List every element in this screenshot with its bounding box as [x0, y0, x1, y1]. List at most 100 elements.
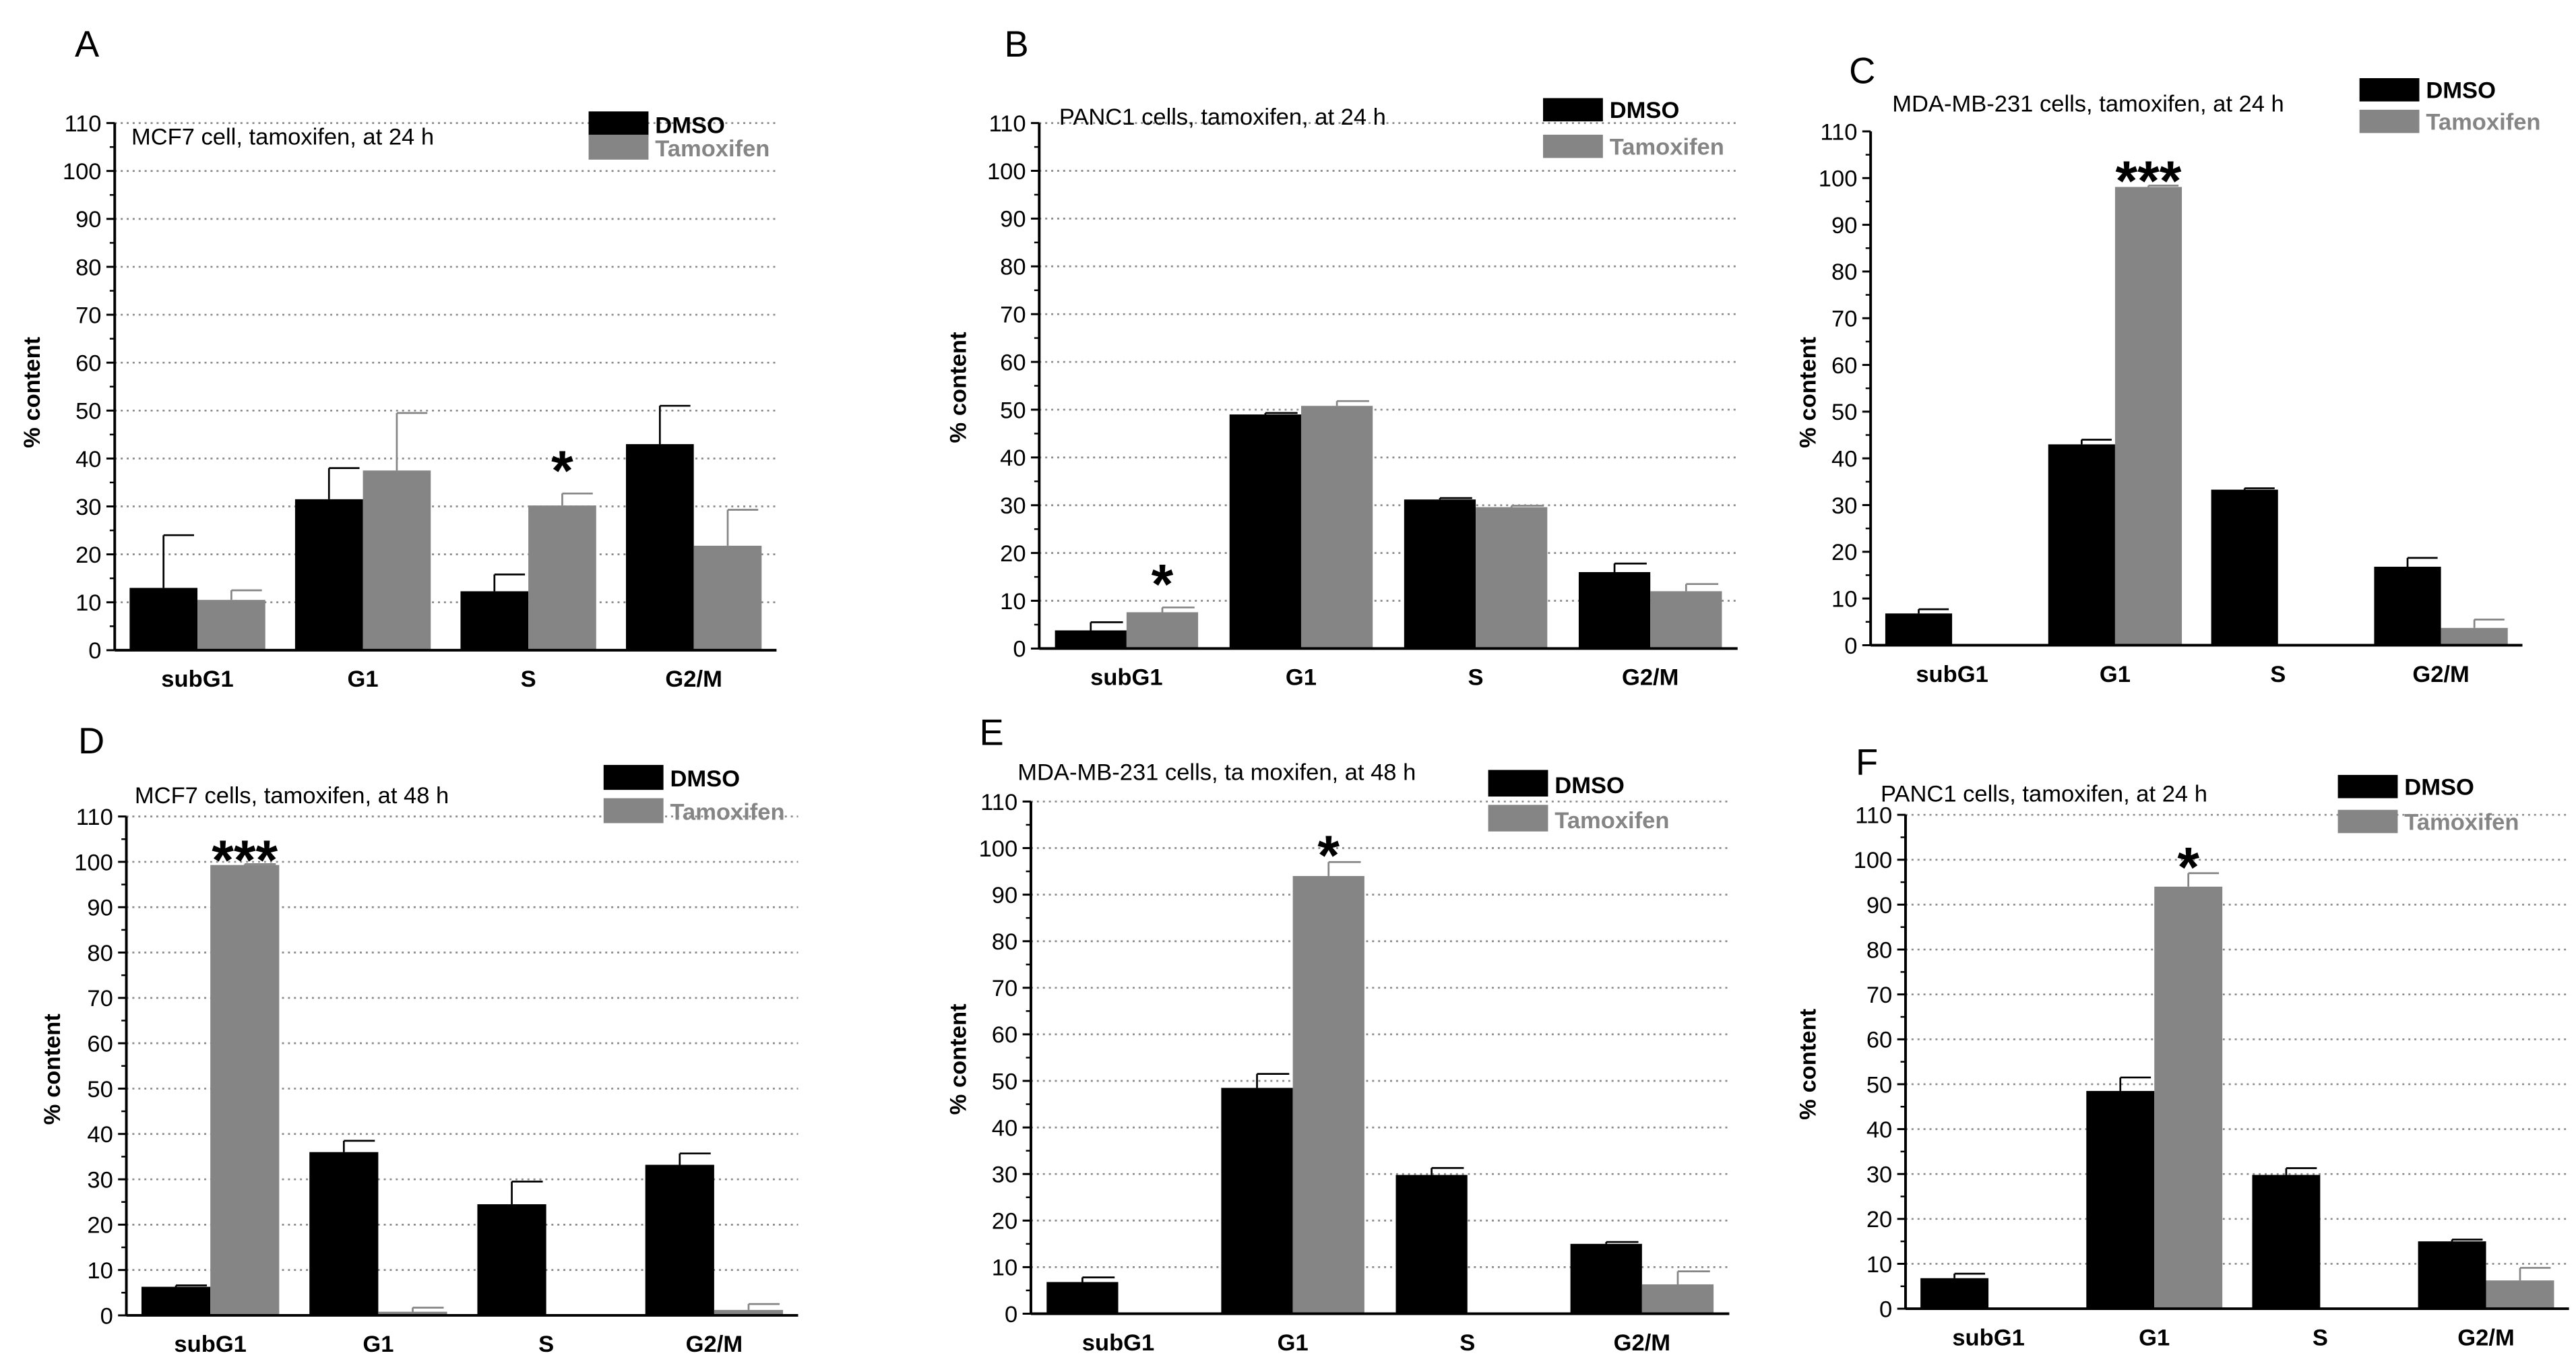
- bar-tamoxifen: [378, 1311, 447, 1315]
- y-tick-label: 20: [1831, 540, 1857, 565]
- y-axis-label: % content: [20, 336, 45, 447]
- y-tick-label: 110: [989, 111, 1026, 137]
- y-tick-label: 10: [87, 1258, 113, 1284]
- bar-dmso: [645, 1164, 714, 1315]
- bar-dmso: [1395, 1175, 1468, 1314]
- y-tick-label: 80: [1000, 255, 1026, 280]
- legend-swatch-dmso: [2359, 77, 2420, 102]
- x-tick-label: S: [521, 666, 536, 692]
- significance-marker: ***: [212, 828, 278, 892]
- chart-title: MDA-MB-231 cells, ta moxifen, at 48 h: [1017, 759, 1416, 785]
- bar-tamoxifen: [363, 470, 431, 650]
- x-tick-label: G1: [2139, 1325, 2170, 1350]
- panel-b: 0 10 20 30 40 50 60 70 80 90 100 110 subG1 G1 S G2/M % c…: [946, 24, 1738, 691]
- y-tick-label: 100: [1819, 166, 1858, 192]
- y-tick-label: 60: [992, 1022, 1017, 1048]
- bar-dmso: [2374, 567, 2441, 646]
- legend-swatch-dmso: [1488, 770, 1548, 797]
- y-tick-label: 70: [75, 303, 101, 328]
- bar-tamoxifen: [1476, 507, 1548, 649]
- y-tick-label: 60: [87, 1031, 113, 1057]
- legend-swatch-dmso: [2337, 774, 2398, 799]
- significance-marker: *: [2177, 835, 2199, 898]
- y-tick-label: 10: [75, 590, 101, 616]
- legend-swatch-tamoxifen: [2337, 809, 2398, 834]
- legend-label-tamoxifen: Tamoxifen: [670, 800, 784, 825]
- x-tick-label: G2/M: [2457, 1325, 2514, 1350]
- y-tick-label: 90: [1831, 213, 1857, 239]
- x-tick-label: subG1: [1952, 1325, 2024, 1350]
- bar-tamoxifen: [1126, 612, 1199, 649]
- bar-tamoxifen: [2486, 1280, 2554, 1309]
- y-tick-label: 20: [1866, 1207, 1892, 1233]
- bar-tamoxifen: [693, 545, 762, 650]
- panel-label: A: [75, 24, 100, 65]
- y-tick-label: 50: [992, 1069, 1017, 1094]
- y-tick-label: 20: [992, 1209, 1017, 1235]
- panel-label: E: [979, 712, 1003, 753]
- y-tick-label: 110: [980, 790, 1017, 815]
- y-tick-label: 0: [1844, 633, 1857, 659]
- x-tick-label: G1: [363, 1332, 394, 1357]
- y-axis-label: % content: [1796, 336, 1821, 447]
- y-tick-label: 70: [1866, 983, 1892, 1008]
- y-tick-label: 20: [87, 1213, 113, 1239]
- bar-dmso: [1221, 1088, 1293, 1314]
- x-tick-label: G2/M: [1622, 665, 1678, 691]
- y-tick-label: 10: [1866, 1252, 1892, 1278]
- y-tick-label: 30: [1866, 1162, 1892, 1188]
- chart-title: PANC1 cells, tamoxifen, at 24 h: [1059, 104, 1386, 130]
- bar-dmso: [141, 1286, 211, 1315]
- bar-tamoxifen: [2441, 627, 2508, 646]
- y-tick-label: 90: [87, 896, 113, 921]
- x-tick-label: G1: [348, 666, 379, 692]
- y-tick-label: 90: [992, 883, 1017, 908]
- y-axis-label: % content: [40, 1014, 65, 1125]
- chart-title: PANC1 cells, tamoxifen, at 24 h: [1881, 781, 2207, 807]
- y-tick-label: 60: [75, 351, 101, 377]
- panel-c: 0 10 20 30 40 50 60 70 80 90 100 110 subG1 G1 S G2/M % c…: [1796, 50, 2541, 687]
- y-tick-label: 60: [1831, 353, 1857, 379]
- y-tick-label: 50: [1000, 398, 1026, 423]
- y-tick-label: 60: [1866, 1028, 1892, 1053]
- panel-e: 0 10 20 30 40 50 60 70 80 90 100 110 subG1 G1 S G2/M % c…: [946, 712, 1730, 1356]
- y-tick-label: 0: [88, 638, 101, 664]
- x-tick-label: S: [2270, 662, 2286, 687]
- panel-d: 0 10 20 30 40 50 60 70 80 90 100 110 subG1 G1 S G2/M % c…: [40, 720, 798, 1357]
- y-tick-label: 50: [87, 1077, 113, 1102]
- y-tick-label: 50: [1866, 1072, 1892, 1098]
- bar-dmso: [2252, 1175, 2321, 1309]
- x-tick-label: subG1: [1082, 1330, 1154, 1356]
- x-tick-label: subG1: [1090, 665, 1162, 691]
- bar-dmso: [1920, 1278, 1989, 1309]
- significance-marker: *: [1152, 553, 1174, 616]
- legend-label-dmso: DMSO: [655, 113, 725, 138]
- bar-dmso: [2418, 1241, 2486, 1309]
- legend-swatch-dmso: [603, 765, 664, 790]
- panel-label: F: [1856, 742, 1878, 783]
- y-axis-label: % content: [946, 332, 972, 443]
- y-tick-label: 60: [1000, 350, 1026, 375]
- x-tick-label: G2/M: [665, 666, 722, 692]
- y-tick-label: 30: [75, 495, 101, 520]
- bar-dmso: [1055, 630, 1127, 649]
- y-tick-label: 40: [87, 1122, 113, 1148]
- chart-title: MCF7 cells, tamoxifen, at 48 h: [135, 783, 449, 809]
- y-tick-label: 40: [992, 1115, 1017, 1141]
- bar-tamoxifen: [197, 600, 265, 650]
- bar-dmso: [2048, 444, 2115, 646]
- y-tick-label: 30: [992, 1162, 1017, 1188]
- y-tick-label: 70: [1831, 307, 1857, 332]
- y-tick-label: 90: [1000, 207, 1026, 232]
- x-tick-label: S: [1459, 1330, 1475, 1356]
- bar-tamoxifen: [1292, 875, 1364, 1314]
- bar-tamoxifen: [2114, 187, 2182, 646]
- y-tick-label: 10: [1000, 589, 1026, 615]
- y-tick-label: 70: [992, 976, 1017, 1001]
- bar-dmso: [625, 444, 694, 650]
- y-tick-label: 30: [1000, 493, 1026, 519]
- y-tick-label: 40: [1000, 445, 1026, 471]
- y-tick-label: 50: [75, 399, 101, 425]
- y-tick-label: 40: [75, 447, 101, 472]
- legend-label-tamoxifen: Tamoxifen: [2404, 809, 2519, 835]
